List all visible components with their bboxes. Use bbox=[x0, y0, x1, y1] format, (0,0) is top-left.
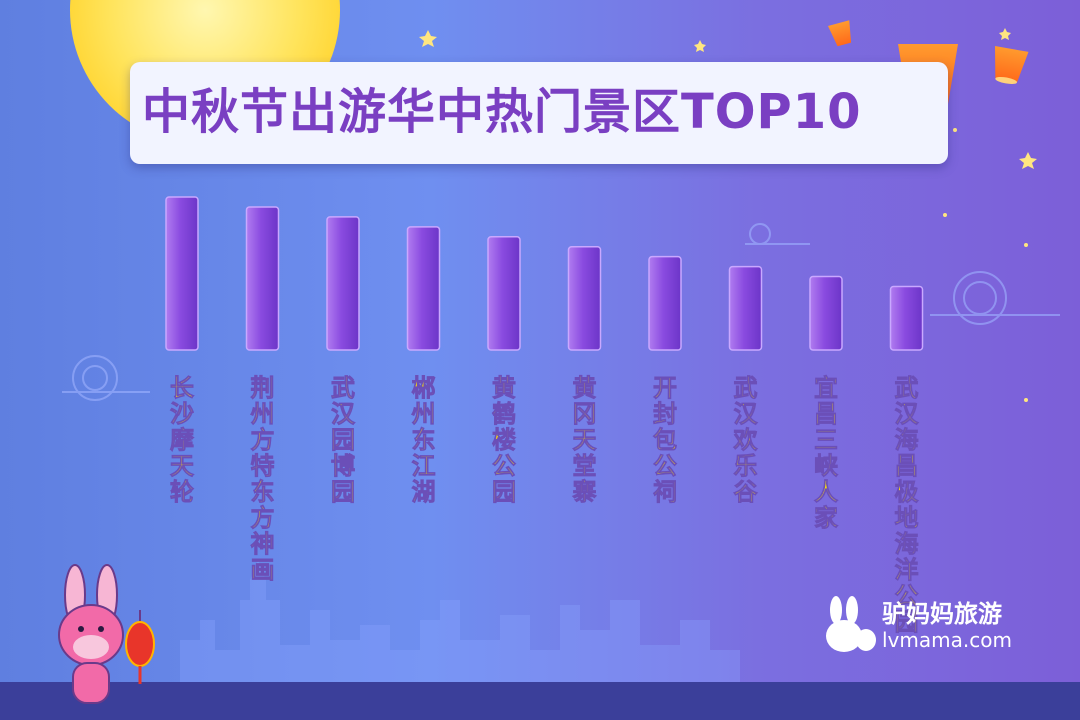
bar bbox=[406, 226, 441, 351]
chart-title: 中秋节出游华中热门景区TOP10 bbox=[142, 84, 862, 140]
category-label: 荆州方特东方神画 bbox=[251, 374, 275, 584]
category-label: 郴州东江湖 bbox=[412, 374, 436, 506]
bar bbox=[487, 236, 521, 351]
bar bbox=[889, 285, 924, 351]
cloud-decoration bbox=[62, 223, 1060, 401]
bar bbox=[326, 216, 360, 351]
brand-site: lvmama.com bbox=[882, 628, 1012, 652]
title-banner bbox=[130, 62, 948, 164]
red-lantern bbox=[125, 610, 155, 684]
bunny-logo-icon bbox=[826, 596, 876, 652]
star-icon bbox=[419, 28, 1037, 402]
bar bbox=[567, 245, 602, 351]
sky-lantern bbox=[995, 46, 1029, 84]
category-label: 武汉欢乐谷 bbox=[733, 374, 759, 506]
category-label: 黄冈天堂寨 bbox=[573, 374, 597, 506]
category-label: 宜昌三峡人家 bbox=[814, 374, 838, 532]
category-label: 黄鹤楼公园 bbox=[492, 374, 516, 506]
bunny-mascot bbox=[58, 564, 124, 704]
sky-lantern bbox=[828, 20, 852, 47]
category-label: 开封包公祠 bbox=[653, 374, 677, 506]
brand-logo: 驴妈妈旅游 lvmama.com bbox=[822, 592, 1032, 662]
category-label: 武汉园博园 bbox=[331, 374, 356, 506]
bar bbox=[245, 206, 280, 351]
category-label: 武汉海昌极地海洋公园 bbox=[895, 374, 920, 636]
brand-name: 驴妈妈旅游 bbox=[882, 600, 1002, 628]
bar bbox=[165, 196, 199, 351]
bar bbox=[728, 265, 763, 351]
ground-strip bbox=[0, 682, 1080, 720]
city-skyline bbox=[180, 560, 740, 700]
bar bbox=[809, 275, 843, 351]
category-label: 长沙摩天轮 bbox=[170, 374, 195, 506]
bar bbox=[648, 255, 682, 351]
